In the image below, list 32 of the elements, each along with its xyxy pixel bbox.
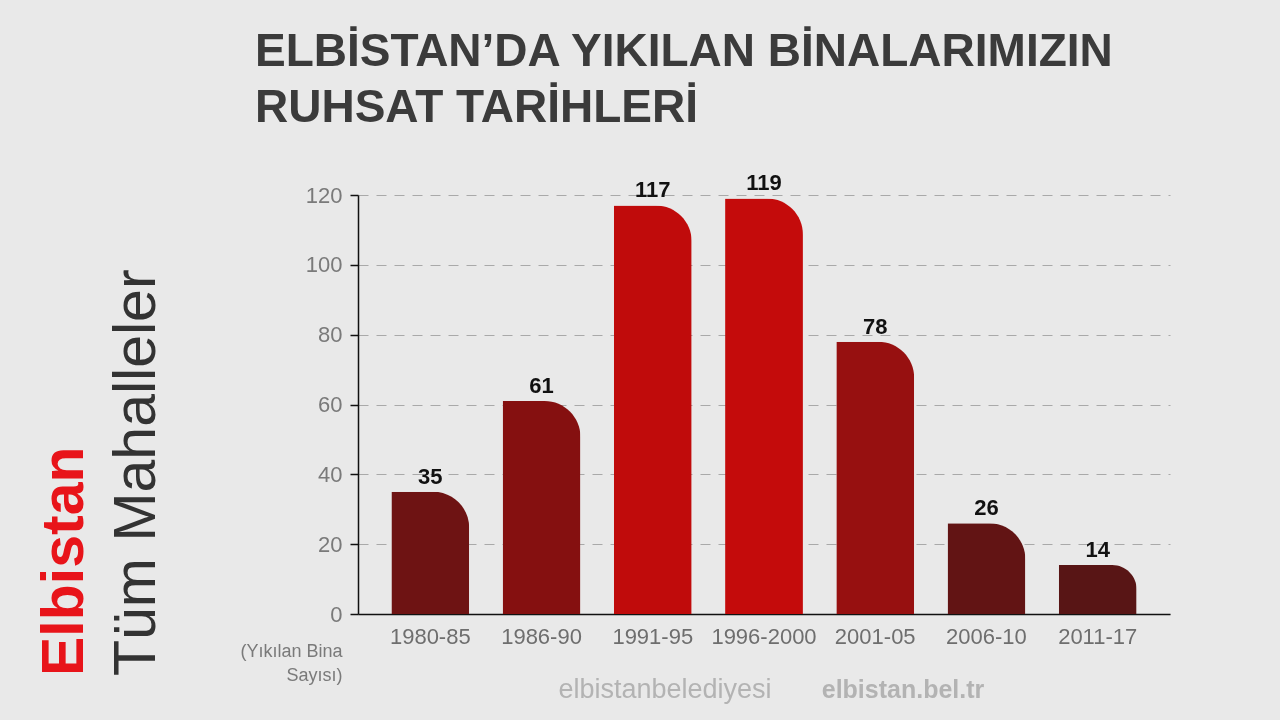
data-label: 117 [635,177,671,203]
data-label: 35 [418,463,443,489]
y-axis-title: (Yıkılan Bina Sayısı) [240,640,344,685]
x-tick-label: 1991-95 [612,623,694,649]
y-tick-label: 80 [318,322,343,348]
bar [836,341,915,614]
x-tick-label: 2011-17 [1058,623,1138,649]
bar [613,205,692,614]
y-tick-label: 20 [318,531,343,557]
bar [1058,565,1137,614]
data-label: 26 [974,495,999,521]
y-tick-label: 0 [330,601,343,627]
x-tick-label: 2006-10 [946,623,1027,649]
data-label: 61 [529,373,554,399]
y-tick-label: 40 [318,461,343,487]
x-tick-label: 1986-90 [501,623,582,649]
x-tick-label: 1996-2000 [711,623,817,649]
x-tick-label: 2001-05 [834,623,916,649]
data-label: 119 [746,170,782,196]
y-tick-label: 60 [318,392,343,417]
text: Elbistan [30,446,96,676]
bar [947,523,1026,614]
bar [391,491,470,614]
data-label: 14 [1085,537,1111,563]
data-label: 78 [862,313,888,339]
x-tick-label: 1980-85 [389,623,471,649]
bar [725,198,803,614]
y-tick-label: 120 [305,182,343,208]
text: Tüm Mahalleler [102,269,168,676]
y-tick-label: 100 [305,252,343,278]
bar [502,401,581,614]
chart-title: ELBİSTAN’DA YIKILAN BİNALARIMIZIN RUHSAT TARİHLERİ [255,24,1113,133]
